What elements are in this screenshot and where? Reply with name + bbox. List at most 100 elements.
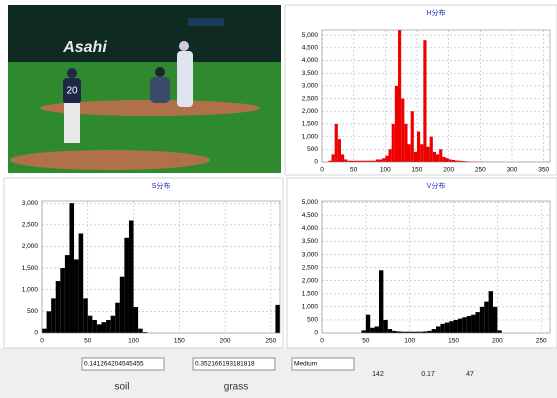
histogram-bar [452,160,455,162]
histogram-bar [385,156,388,162]
histogram-bar [388,329,392,333]
histogram-bar [446,158,449,162]
histogram-bar [484,302,488,333]
x-tick-label: 300 [507,167,518,174]
histogram-bar [51,298,56,333]
stands [8,5,281,65]
y-tick-label: 500 [307,146,318,153]
x-tick-label: 0 [40,338,44,345]
histogram-bar [408,144,411,162]
histogram-bar [445,323,449,333]
y-tick-label: 1,000 [22,286,39,293]
jersey-number: 20 [66,86,78,97]
histogram-bar [411,111,414,162]
histogram-bar [120,277,125,333]
histogram-bar [335,124,338,162]
y-tick-label: 0 [34,330,38,337]
chart-title: S分布 [152,181,171,190]
x-tick-label: 50 [350,167,358,174]
y-tick-label: 0 [314,159,318,166]
x-tick-label: 350 [538,167,549,174]
histogram-bar [440,324,444,333]
histogram-bar [430,137,433,162]
x-tick-label: 150 [412,167,423,174]
histogram-bar [467,316,471,333]
pitcher [63,68,81,143]
histogram-bar [47,311,52,333]
y-tick-label: 5,000 [302,32,319,39]
x-tick-label: 200 [492,338,503,345]
stat: 47 [466,371,474,378]
y-tick-label: 2,500 [302,264,319,271]
y-tick-label: 1,000 [302,133,319,140]
stat: 142 [372,371,384,378]
histogram-bar [375,326,379,333]
histogram-bar [379,159,382,162]
histogram-bar [361,330,365,333]
histogram-bar [376,159,379,162]
x-tick-label: 50 [84,338,92,345]
histogram-bar [442,157,445,162]
histogram-bar [458,319,462,333]
histogram-bar [111,316,116,333]
x-tick-label: 250 [265,338,276,345]
histogram-bar [65,255,70,333]
x-tick-label: 150 [174,338,185,345]
label: grass [224,382,248,393]
histogram-bar [392,124,395,162]
x-tick-label: 100 [380,167,391,174]
sign: Asahi [62,39,107,56]
y-tick-label: 3,000 [22,200,39,207]
histogram-bar [74,259,79,333]
y-tick-label: 2,000 [22,243,39,250]
y-tick-label: 3,500 [302,70,319,77]
chart-panel [287,178,557,348]
histogram-bar [92,320,97,333]
histogram-bar [432,329,436,333]
label: soil [114,382,129,393]
y-tick-label: 1,500 [302,121,319,128]
histogram-bar [427,147,430,162]
histogram-bar [427,331,431,333]
y-tick-label: 4,000 [302,57,319,64]
x-tick-label: 50 [362,338,370,345]
histogram-bar [56,281,61,333]
field-value: 0.141264204545455 [84,361,144,368]
histogram-bar [138,329,143,333]
y-tick-label: 1,000 [302,304,319,311]
y-tick-label: 3,000 [302,251,319,258]
histogram-bar [489,291,493,333]
histogram-bar [102,322,107,333]
x-tick-label: 250 [536,338,547,345]
stat: 0.17 [421,371,435,378]
histogram-bar [370,328,374,333]
histogram-bar [449,159,452,162]
histogram-bar [436,154,439,162]
x-tick-label: 100 [128,338,139,345]
histogram-bar [414,152,417,162]
x-tick-label: 0 [320,338,324,345]
y-tick-label: 1,500 [22,265,39,272]
y-tick-label: 2,500 [22,222,39,229]
histogram-bar [462,317,466,333]
histogram-bar [42,329,47,333]
mound [10,150,210,170]
y-tick-label: 500 [27,308,38,315]
y-tick-label: 0 [314,330,318,337]
histogram-bar [332,154,335,162]
x-tick-label: 100 [404,338,415,345]
chart-panel [4,178,283,348]
histogram-bar [379,270,383,333]
histogram-bar [97,324,102,333]
histogram-bar [88,316,93,333]
histogram-bar [275,305,280,333]
y-tick-label: 500 [307,317,318,324]
histogram-bar [480,307,484,333]
histogram-bar [398,30,401,162]
y-tick-label: 1,500 [302,291,319,298]
histogram-bar [433,152,436,162]
histogram-bar [475,312,479,333]
app-window: Asahi 20 0.141264204545455 0.35216619318… [0,0,557,398]
video-frame: Asahi 20 [8,5,281,173]
y-tick-label: 2,500 [302,95,319,102]
